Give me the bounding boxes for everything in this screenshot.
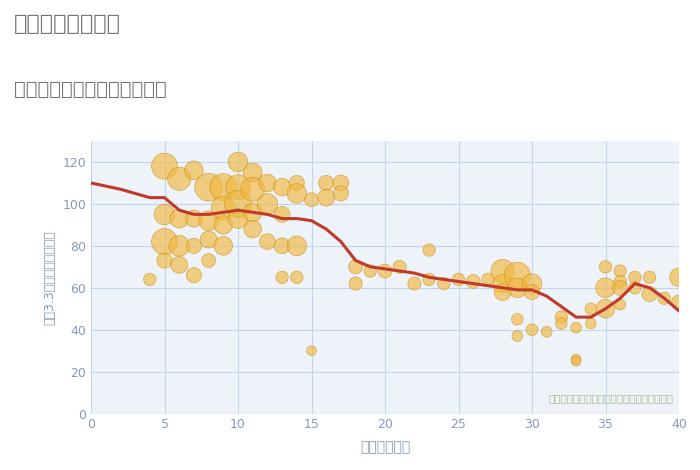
Point [188, 272, 199, 279]
Point [673, 274, 685, 281]
Point [188, 215, 199, 222]
Point [526, 280, 538, 287]
Point [556, 313, 567, 321]
Point [232, 158, 244, 166]
Point [276, 211, 288, 218]
Point [659, 295, 670, 302]
Point [321, 194, 332, 201]
Point [644, 290, 655, 298]
Point [644, 274, 655, 281]
Point [306, 347, 317, 354]
Point [188, 166, 199, 174]
Point [291, 179, 302, 187]
Point [497, 267, 508, 275]
Point [629, 274, 641, 281]
Text: 大阪府高石市綾園: 大阪府高石市綾園 [14, 14, 121, 34]
Point [159, 257, 170, 264]
Point [570, 355, 582, 363]
Point [600, 263, 611, 271]
Point [600, 284, 611, 291]
Point [203, 236, 214, 243]
Point [276, 183, 288, 191]
Point [335, 190, 346, 197]
Point [321, 179, 332, 187]
Point [526, 326, 538, 334]
Point [188, 242, 199, 250]
Point [379, 267, 391, 275]
Point [629, 284, 641, 291]
Point [394, 263, 405, 271]
Point [247, 186, 258, 193]
Point [262, 179, 273, 187]
Text: 円の大きさは、取引のあった物件面積を示す: 円の大きさは、取引のあった物件面積を示す [548, 393, 673, 403]
Point [615, 284, 626, 291]
Point [453, 275, 464, 283]
Point [276, 242, 288, 250]
Point [159, 211, 170, 218]
Point [365, 267, 376, 275]
Point [512, 332, 523, 340]
Point [526, 288, 538, 296]
Point [615, 267, 626, 275]
Point [482, 275, 493, 283]
Point [218, 204, 229, 212]
Point [291, 242, 302, 250]
Point [585, 305, 596, 313]
Point [218, 221, 229, 228]
Point [497, 288, 508, 296]
Point [291, 274, 302, 281]
Point [174, 261, 185, 268]
Point [232, 183, 244, 191]
Point [247, 209, 258, 216]
Point [335, 179, 346, 187]
Point [424, 275, 435, 283]
Point [247, 225, 258, 233]
Point [673, 299, 685, 306]
Point [570, 357, 582, 365]
Point [159, 163, 170, 170]
Point [350, 280, 361, 287]
Point [174, 175, 185, 182]
Point [203, 257, 214, 264]
Point [174, 242, 185, 250]
X-axis label: 築年数（年）: 築年数（年） [360, 440, 410, 454]
Point [203, 183, 214, 191]
Point [615, 278, 626, 285]
Point [203, 217, 214, 225]
Point [600, 305, 611, 313]
Point [409, 280, 420, 287]
Point [438, 280, 449, 287]
Point [424, 246, 435, 254]
Point [350, 263, 361, 271]
Y-axis label: 坪（3.3㎡）単価（万円）: 坪（3.3㎡）単価（万円） [43, 230, 57, 325]
Point [174, 215, 185, 222]
Point [218, 183, 229, 191]
Point [144, 275, 155, 283]
Point [512, 315, 523, 323]
Point [159, 238, 170, 245]
Point [512, 284, 523, 291]
Point [615, 301, 626, 308]
Point [232, 200, 244, 208]
Text: 築年数別中古マンション価格: 築年数別中古マンション価格 [14, 80, 167, 99]
Point [512, 272, 523, 279]
Point [232, 215, 244, 222]
Point [306, 196, 317, 204]
Point [541, 328, 552, 336]
Point [262, 200, 273, 208]
Point [570, 324, 582, 331]
Point [556, 320, 567, 327]
Point [291, 190, 302, 197]
Point [497, 280, 508, 287]
Point [218, 242, 229, 250]
Point [468, 278, 479, 285]
Point [247, 169, 258, 176]
Point [262, 238, 273, 245]
Point [276, 274, 288, 281]
Point [585, 320, 596, 327]
